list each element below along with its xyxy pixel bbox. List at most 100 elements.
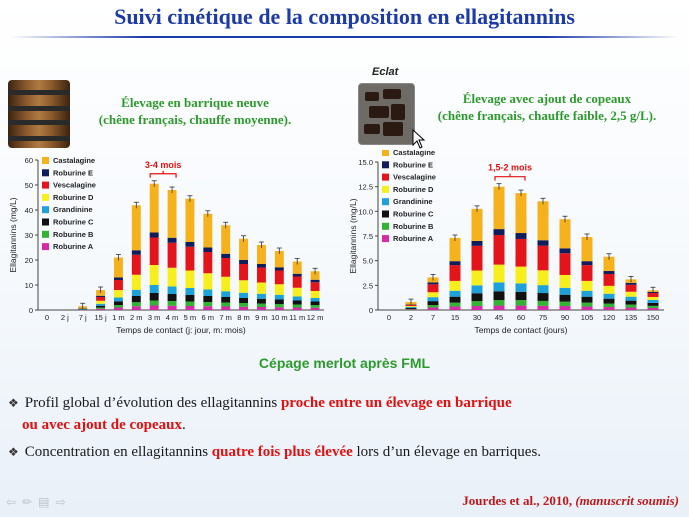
- y-axis-title: Ellagitannins (mg/L): [8, 197, 18, 272]
- bar-segment-roburine-c: [559, 294, 571, 302]
- x-tick-label: 90: [561, 313, 569, 322]
- bar-segment-grandinine: [405, 307, 417, 309]
- back-arrow-icon[interactable]: ⇦: [6, 495, 23, 509]
- bar-segment-roburine-a: [239, 306, 249, 310]
- bar-segment-roburine-b: [256, 303, 266, 307]
- bar-segment-castalagine: [131, 205, 141, 251]
- bar-segment-roburine-c: [96, 305, 106, 308]
- bar-segment-roburine-d: [256, 282, 266, 294]
- bar-segment-roburine-a: [625, 307, 637, 310]
- legend-swatch: [42, 230, 49, 238]
- bar-segment-roburine-b: [203, 302, 213, 307]
- bullet-2: ❖ Concentration en ellagitannins quatre f…: [8, 441, 678, 463]
- bar-segment-roburine-e: [449, 261, 461, 266]
- bar-segment-roburine-d: [96, 300, 106, 304]
- forward-arrow-icon[interactable]: ⇨: [55, 495, 72, 509]
- x-tick-label: 11 m: [289, 313, 305, 322]
- bar-segment-grandinine: [239, 292, 249, 298]
- bar-segment-roburine-d: [559, 274, 571, 288]
- bar-segment-roburine-e: [603, 271, 615, 274]
- bar-segment-vescalagine: [292, 276, 302, 288]
- barrel-chart: 0 10 20 30 40 50 60 0 2 j 7 j 15 j 1 m 2 m 3 m 4 m 5 m 6…: [8, 156, 324, 335]
- bar-segment-grandinine: [274, 294, 284, 300]
- x-tick-label: 3 m: [148, 313, 161, 322]
- citation: Jourdes et al., 2010, (manuscrit soumis): [462, 493, 679, 509]
- x-tick-label: 7 j: [79, 313, 87, 322]
- bar-segment-roburine-a: [427, 307, 439, 310]
- legend-label: Roburine B: [53, 230, 94, 239]
- bar-segment-castalagine: [603, 256, 615, 272]
- bar-segment-grandinine: [96, 303, 106, 306]
- y-tick-label: 40: [25, 206, 33, 215]
- bar-segment-roburine-d: [167, 267, 177, 287]
- bar-segment-castalagine: [493, 186, 505, 230]
- legend-swatch: [382, 173, 389, 181]
- bar-segment-grandinine: [515, 283, 527, 292]
- chips-chart: 0 2.5 5.0 7.5 10.0 12.5 15.0 0 2 7 15 30 45 60 75 90 105…: [348, 150, 664, 335]
- bar-segment-roburine-e: [239, 260, 249, 264]
- bar-segment-vescalagine: [96, 297, 106, 301]
- x-tick-label: 9 m: [255, 313, 268, 322]
- bar-segment-roburine-d: [625, 291, 637, 297]
- bar-segment-roburine-a: [149, 305, 159, 310]
- bar-segment-roburine-c: [149, 293, 159, 301]
- bar-segment-roburine-a: [203, 306, 213, 310]
- bullet-1-end: .: [182, 417, 186, 433]
- y-tick-label: 2.5: [363, 281, 373, 290]
- bar-segment-roburine-d: [185, 270, 195, 288]
- x-tick-label: 0: [387, 313, 391, 322]
- bar-segment-roburine-c: [131, 296, 141, 303]
- bar-segment-roburine-c: [310, 301, 320, 305]
- bar-segment-grandinine: [221, 291, 231, 297]
- bar-segment-roburine-a: [537, 305, 549, 310]
- bar-segment-roburine-c: [221, 297, 231, 303]
- bar-segment-grandinine: [537, 285, 549, 294]
- bar-segment-roburine-a: [515, 305, 527, 310]
- bar-segment-vescalagine: [113, 280, 123, 290]
- x-tick-label: 7 m: [219, 313, 232, 322]
- legend-label: Roburine E: [53, 168, 93, 177]
- bar-segment-roburine-b: [239, 303, 249, 307]
- menu-icon[interactable]: ▤: [38, 495, 56, 509]
- x-tick-label: 15: [451, 313, 459, 322]
- bar-segment-roburine-c: [603, 298, 615, 304]
- bar-segment-vescalagine: [647, 293, 659, 297]
- legend-label: Roburine A: [393, 234, 434, 243]
- bar-segment-vescalagine: [471, 245, 483, 271]
- legend-swatch: [382, 198, 389, 206]
- legend-swatch: [382, 235, 389, 243]
- bar-segment-roburine-d: [647, 296, 659, 300]
- legend-label: Roburine D: [53, 193, 94, 202]
- bullet-1: ❖ Profil global d’évolution des ellagitan…: [8, 392, 678, 414]
- bar-segment-roburine-e: [493, 229, 505, 236]
- bar-segment-roburine-d: [221, 276, 231, 292]
- y-tick-label: 15.0: [358, 158, 373, 167]
- bar-segment-roburine-b: [449, 302, 461, 307]
- bullet-marker-icon: ❖: [8, 445, 19, 459]
- y-tick-label: 60: [25, 156, 33, 165]
- bar-segment-roburine-b: [493, 300, 505, 306]
- x-tick-label: 10 m: [271, 313, 288, 322]
- x-tick-label: 30: [473, 313, 481, 322]
- bar-segment-vescalagine: [274, 270, 284, 285]
- bar-segment-grandinine: [493, 282, 505, 292]
- bar-segment-vescalagine: [167, 242, 177, 268]
- bar-segment-roburine-c: [274, 299, 284, 304]
- bar-segment-roburine-a: [603, 307, 615, 310]
- title-underline: [10, 36, 679, 38]
- bar-segment-roburine-b: [405, 309, 417, 310]
- bar-segment-roburine-b: [310, 305, 320, 308]
- pen-icon[interactable]: ✏: [22, 495, 39, 509]
- bar-segment-roburine-e: [113, 277, 123, 280]
- legend-swatch: [382, 161, 389, 169]
- x-tick-label: 15 j: [95, 313, 107, 322]
- right-condition: Élevage avec ajout de copeaux (chêne fra…: [412, 90, 682, 124]
- bar-segment-roburine-a: [113, 307, 123, 310]
- x-tick-label: 45: [495, 313, 503, 322]
- bar-segment-roburine-c: [427, 301, 439, 306]
- bar-segment-grandinine: [292, 296, 302, 301]
- x-tick-label: 0: [45, 313, 49, 322]
- bar-segment-vescalagine: [537, 245, 549, 271]
- bar-segment-roburine-e: [559, 248, 571, 254]
- bar-segment-roburine-e: [149, 232, 159, 238]
